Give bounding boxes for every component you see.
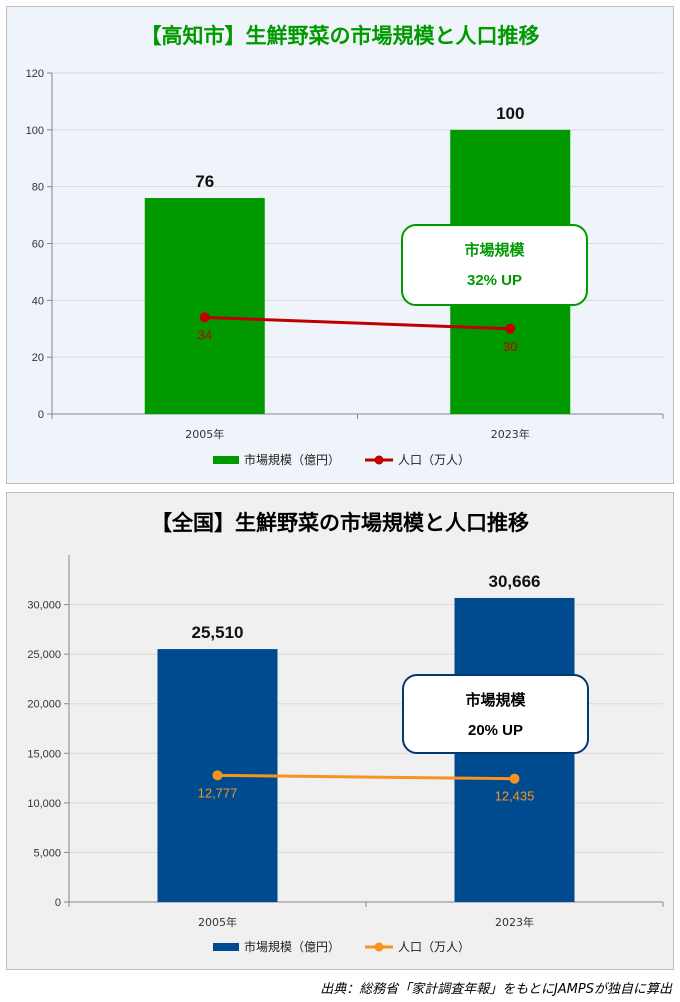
legend: 市場規模（億円） 人口（万人） — [213, 452, 470, 467]
bar-value-label: 25,510 — [192, 623, 244, 642]
national-chart-panel: 【全国】生鮮野菜の市場規模と人口推移 0 5,000 10,000 15,000 20,0… — [6, 492, 674, 970]
legend-swatch-point — [374, 942, 384, 952]
source-note: 出典：総務省「家計調査年報」をもとにJAMPSが独自に算出 — [320, 982, 672, 997]
legend-swatch-point — [374, 455, 384, 465]
legend-label-line: 人口（万人） — [398, 453, 470, 467]
callout-box — [402, 674, 589, 754]
population-point — [509, 773, 520, 784]
y-tick-label: 80 — [32, 182, 44, 194]
population-value-label: 12,777 — [198, 785, 238, 800]
y-tick-label: 20 — [32, 352, 44, 364]
y-tick-label: 0 — [55, 897, 61, 909]
legend-swatch-bar — [213, 456, 239, 464]
x-tick-label: 2005年 — [185, 427, 224, 441]
legend-label-line: 人口（万人） — [398, 940, 470, 954]
population-value-label: 34 — [198, 327, 212, 342]
callout-title: 市場規模 — [464, 241, 525, 259]
x-tick-label: 2023年 — [491, 427, 530, 441]
callout-growth: 20% UP — [468, 722, 523, 739]
y-tick-label: 20,000 — [27, 699, 61, 711]
chart-title: 【高知市】生鮮野菜の市場規模と人口推移 — [141, 24, 540, 48]
y-tick-label: 60 — [32, 239, 44, 251]
growth-callout: 市場規模 32% UP — [401, 224, 588, 306]
chart-title: 【全国】生鮮野菜の市場規模と人口推移 — [151, 511, 529, 535]
bar — [144, 198, 265, 414]
kochi-chart-panel: 【高知市】生鮮野菜の市場規模と人口推移 0 20 40 60 80 100 120 2005年 2… — [6, 6, 674, 484]
population-value-label: 12,435 — [495, 789, 535, 804]
bar-value-label: 76 — [195, 172, 214, 191]
growth-callout: 市場規模 20% UP — [402, 674, 589, 754]
chart-svg: 【全国】生鮮野菜の市場規模と人口推移 0 5,000 10,000 15,000 20,0… — [27, 511, 664, 954]
y-tick-label: 120 — [26, 68, 44, 80]
y-tick-label: 15,000 — [27, 748, 61, 760]
y-tick-label: 10,000 — [27, 798, 61, 810]
y-tick-label: 25,000 — [27, 649, 61, 661]
bar-value-label: 100 — [496, 104, 524, 123]
legend: 市場規模（億円） 人口（万人） — [213, 939, 470, 954]
y-tick-label: 0 — [38, 409, 44, 421]
y-tick-label: 100 — [26, 125, 44, 137]
callout-box — [401, 224, 588, 306]
population-line — [217, 773, 515, 781]
legend-label-bar: 市場規模（億円） — [244, 452, 340, 467]
legend-label-bar: 市場規模（億円） — [244, 939, 340, 954]
x-tick-label: 2005年 — [198, 915, 237, 929]
y-tick-label: 5,000 — [33, 847, 61, 859]
population-point — [212, 770, 223, 781]
callout-growth: 32% UP — [467, 272, 522, 289]
x-tick-label: 2023年 — [495, 915, 534, 929]
y-tick-label: 40 — [32, 295, 44, 307]
population-point — [505, 323, 516, 334]
population-line — [204, 315, 511, 331]
population-point — [199, 312, 210, 323]
bar-value-label: 30,666 — [489, 572, 541, 591]
population-value-label: 30 — [503, 339, 517, 354]
callout-title: 市場規模 — [465, 691, 526, 709]
chart-svg: 【高知市】生鮮野菜の市場規模と人口推移 0 20 40 60 80 100 120 2005年 2… — [26, 24, 664, 467]
y-tick-label: 30,000 — [27, 600, 61, 612]
legend-swatch-bar — [213, 943, 239, 951]
